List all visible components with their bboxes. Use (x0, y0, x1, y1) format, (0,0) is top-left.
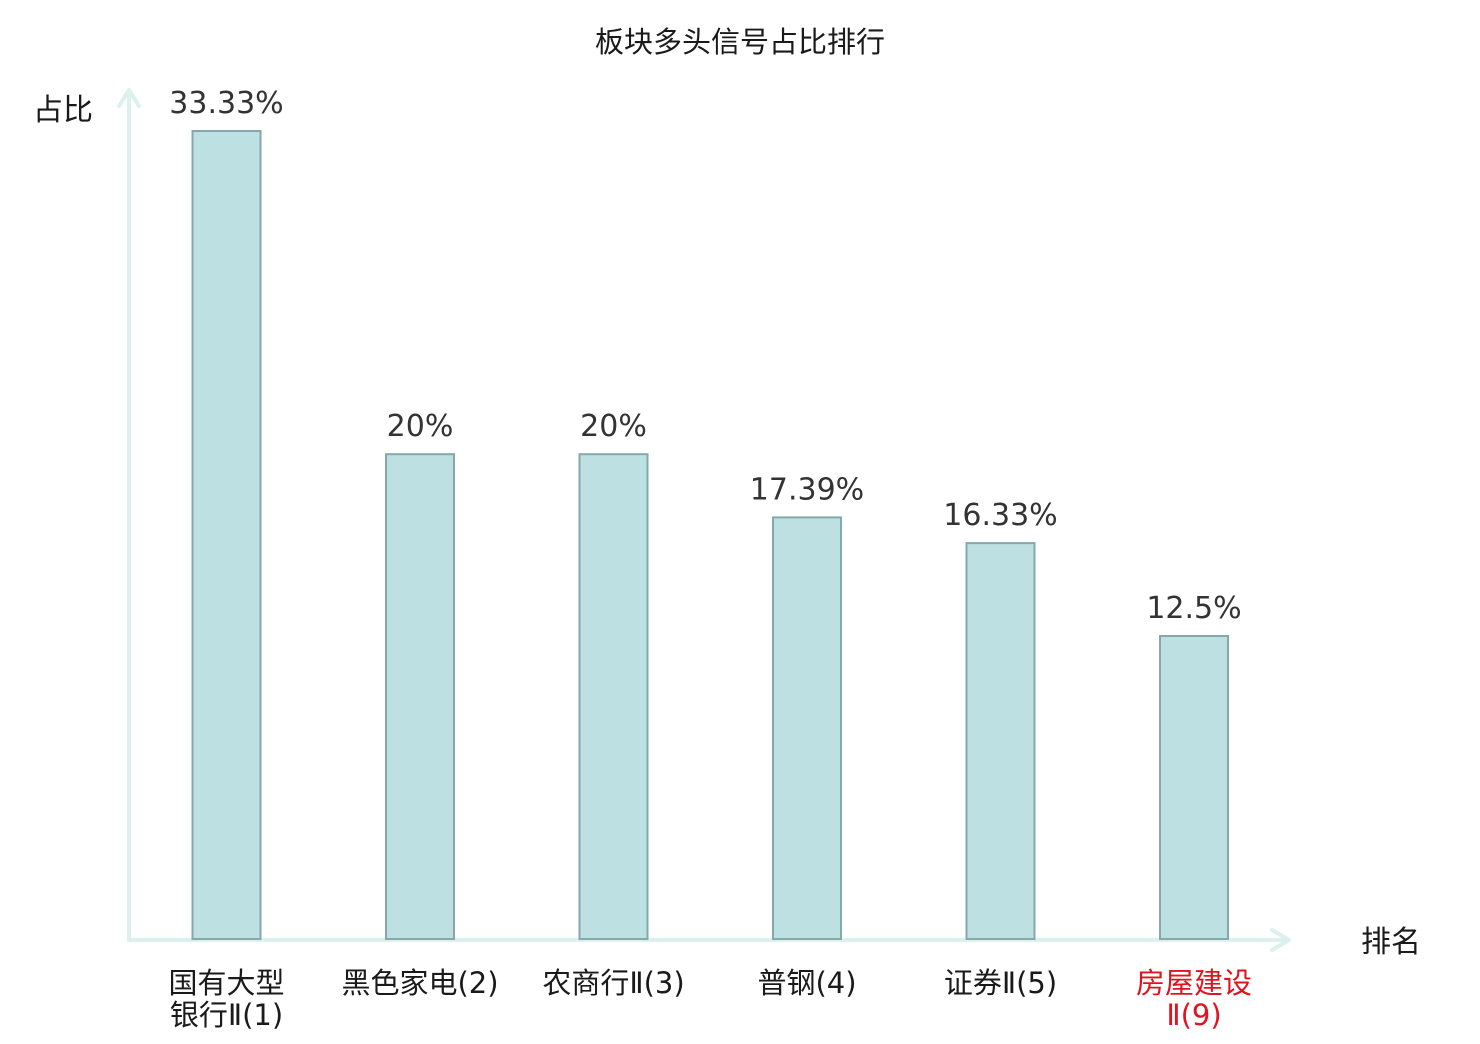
bar (578, 453, 649, 940)
bar (772, 516, 842, 941)
x-tick-label: 黑色家电(2) (341, 966, 498, 1000)
bar (191, 130, 262, 940)
chart-title: 板块多头信号占比排行 (595, 25, 885, 59)
x-axis-title: 排名 (1361, 925, 1421, 960)
x-tick-label: Ⅱ(9) (1166, 998, 1221, 1032)
x-tick-label: 银行Ⅱ(1) (170, 998, 283, 1032)
x-tick-label: 证券Ⅱ(5) (944, 966, 1057, 1000)
x-axis-arrow-icon (1270, 928, 1291, 952)
x-tick-label: 国有大型 (168, 966, 284, 1000)
bar (385, 453, 455, 940)
x-tick-label: 普钢(4) (757, 966, 856, 1000)
bar (1159, 635, 1229, 940)
bar-value-label: 33.33% (169, 86, 283, 121)
x-tick-label: 农商行Ⅱ(3) (542, 966, 684, 1000)
bar-value-label: 20% (387, 409, 454, 444)
axes (117, 88, 1291, 952)
bars-layer (191, 130, 1229, 941)
bar-value-label: 17.39% (750, 472, 864, 507)
y-axis-title: 占比 (33, 93, 93, 128)
bar-value-label: 20% (580, 409, 647, 444)
x-tick-label: 房屋建设 (1136, 966, 1252, 1000)
bar-value-label: 12.5% (1146, 591, 1241, 626)
bar-value-label: 16.33% (943, 498, 1057, 533)
y-axis-arrow-icon (117, 88, 141, 108)
bar (965, 542, 1036, 940)
value-labels-layer: 33.33% 20% 20% 17.39% 16.33% 12.5% (169, 86, 1241, 626)
